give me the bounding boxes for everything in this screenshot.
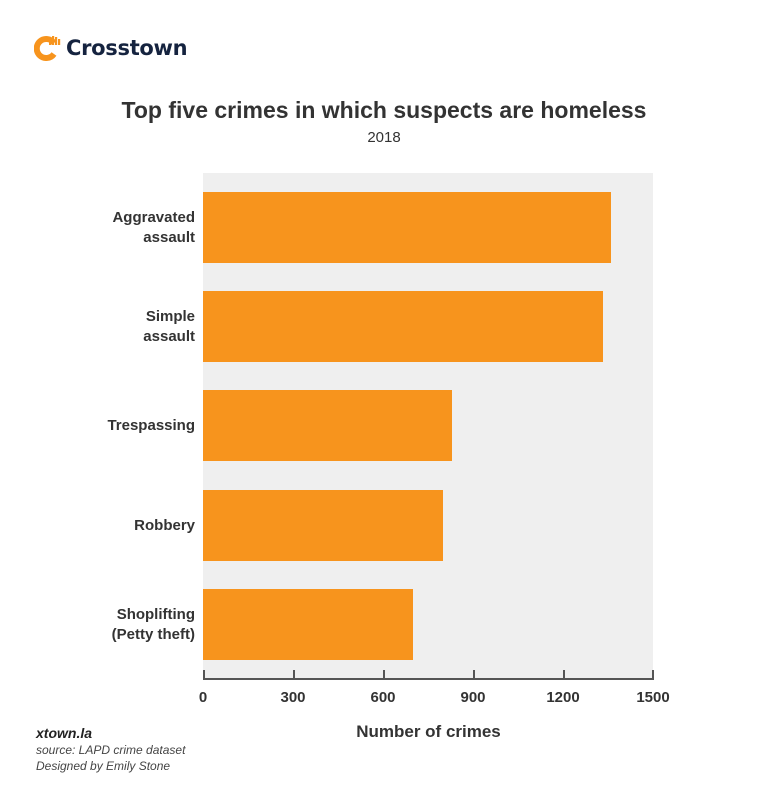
x-tick — [383, 670, 385, 679]
x-tick-label: 1200 — [546, 689, 580, 706]
bar — [203, 390, 452, 461]
category-label: Robbery — [5, 516, 195, 536]
brand-name: Crosstown — [66, 36, 188, 60]
footer-credit: Designed by Emily Stone — [36, 759, 171, 773]
category-label-line: assault — [143, 228, 195, 246]
x-tick — [293, 670, 295, 679]
bar — [203, 291, 603, 362]
footer-source: source: LAPD crime dataset — [36, 743, 186, 757]
brand-logo: Crosstown — [34, 34, 188, 62]
category-label-line: (Petty theft) — [111, 625, 195, 643]
category-label: Trespassing — [5, 416, 195, 436]
category-label-line: Robbery — [134, 516, 195, 534]
x-axis-label: Number of crimes — [356, 722, 501, 741]
x-tick — [473, 670, 475, 679]
chart-subtitle: 2018 — [367, 129, 401, 146]
x-tick-label: 1500 — [636, 689, 670, 706]
category-label-line: Trespassing — [107, 416, 195, 434]
x-tick — [652, 670, 654, 679]
crosstown-logo-icon — [34, 36, 61, 61]
x-tick-label: 300 — [280, 689, 306, 706]
category-label-line: Aggravated — [112, 208, 195, 226]
plot-area — [203, 173, 653, 679]
category-label-line: Shoplifting — [116, 605, 195, 623]
footer-site: xtown.la — [36, 725, 93, 741]
bar — [203, 490, 443, 561]
x-tick-label: 0 — [198, 689, 208, 706]
x-tick-label: 900 — [460, 689, 486, 706]
x-tick-label: 600 — [370, 689, 396, 706]
footer: xtown.la source: LAPD crime dataset Desi… — [36, 725, 185, 774]
chart-title: Top five crimes in which suspects are ho… — [121, 97, 647, 123]
category-label-line: Simple — [145, 307, 195, 325]
category-label: Shoplifting (Petty theft) — [5, 605, 195, 645]
category-label-line: assault — [143, 327, 195, 345]
x-tick — [203, 670, 205, 679]
x-tick — [563, 670, 565, 679]
category-label: Aggravated assault — [5, 208, 195, 248]
bar — [203, 589, 413, 660]
x-axis-line — [203, 678, 654, 680]
category-label: Simple assault — [5, 307, 195, 347]
bar — [203, 192, 611, 263]
